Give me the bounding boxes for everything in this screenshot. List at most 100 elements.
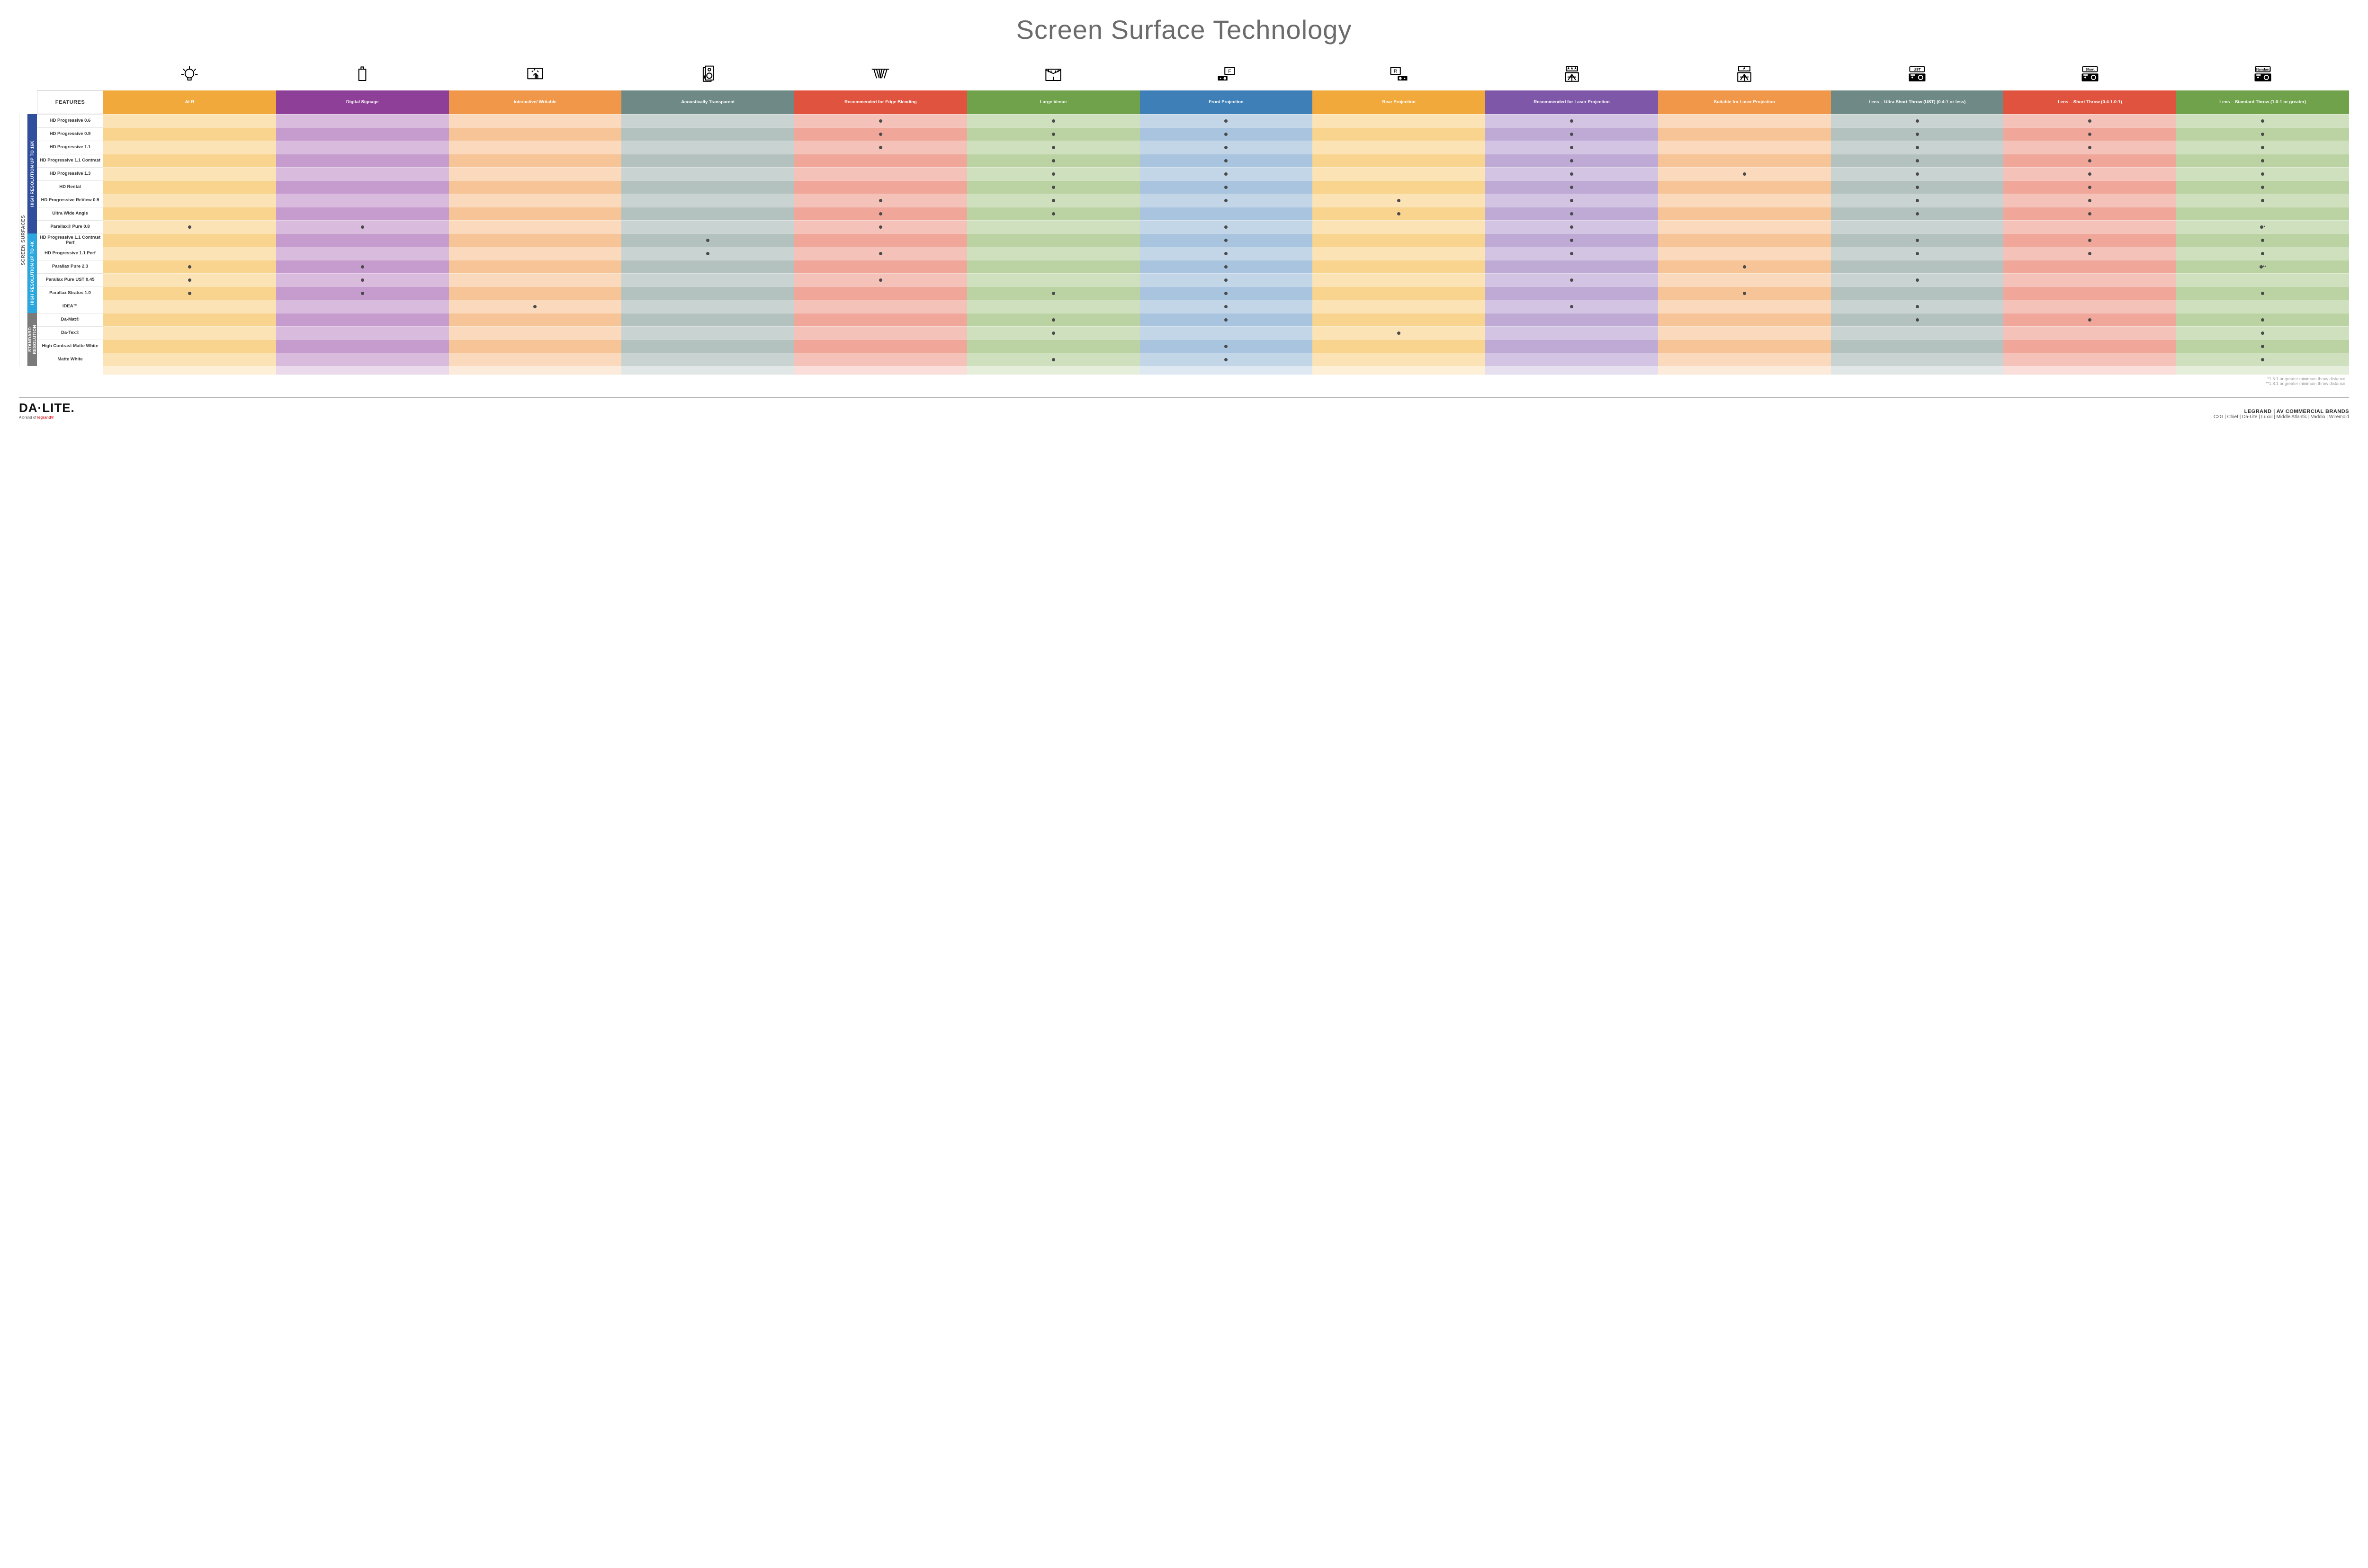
cell-signage — [276, 260, 449, 273]
cell-ust — [1831, 353, 2004, 366]
cell-short — [2003, 220, 2176, 233]
cell-edge — [794, 127, 967, 141]
col-header-short: Lens – Short Throw (0.4-1.0:1) — [2003, 90, 2176, 114]
svg-text:Short: Short — [2085, 67, 2095, 72]
cell-alr — [103, 114, 276, 127]
cell-suitlaser — [1658, 207, 1831, 220]
cell-alr — [103, 167, 276, 180]
cell-reclaser — [1485, 114, 1658, 127]
row-label: Parallax Stratos 1.0 — [37, 287, 103, 300]
cell-front — [1140, 273, 1313, 287]
brand-logo: DA·LITE. — [19, 401, 75, 415]
cell-suitlaser — [1658, 141, 1831, 154]
col-icon-edge — [794, 59, 967, 90]
cell-interactive — [449, 167, 622, 180]
cell-std — [2176, 287, 2349, 300]
cell-interactive — [449, 340, 622, 353]
cell-suitlaser — [1658, 220, 1831, 233]
col-header-large: Large Venue — [967, 90, 1140, 114]
cell-rear — [1312, 127, 1485, 141]
cell-reclaser — [1485, 340, 1658, 353]
cell-ust — [1831, 167, 2004, 180]
cell-ust — [1831, 207, 2004, 220]
cell-signage — [276, 313, 449, 326]
row-label: Ultra Wide Angle — [37, 207, 103, 220]
cell-signage — [276, 194, 449, 207]
cell-reclaser — [1485, 260, 1658, 273]
cell-signage — [276, 220, 449, 233]
row-label: HD Progressive 0.6 — [37, 114, 103, 127]
cell-rear — [1312, 260, 1485, 273]
cell-edge — [794, 167, 967, 180]
cell-front — [1140, 260, 1313, 273]
cell-reclaser — [1485, 167, 1658, 180]
cell-edge — [794, 154, 967, 167]
row-label: HD Progressive ReView 0.9 — [37, 194, 103, 207]
cell-rear — [1312, 233, 1485, 247]
col-icon-interactive — [449, 59, 622, 90]
cell-std — [2176, 194, 2349, 207]
cell-suitlaser — [1658, 300, 1831, 313]
cell-short — [2003, 287, 2176, 300]
cell-reclaser — [1485, 353, 1658, 366]
cell-suitlaser — [1658, 247, 1831, 260]
cell-suitlaser — [1658, 180, 1831, 194]
cell-suitlaser — [1658, 340, 1831, 353]
row-label: HD Progressive 1.1 Contrast Perf — [37, 233, 103, 247]
cell-acoustic — [621, 154, 794, 167]
cell-front — [1140, 141, 1313, 154]
cell-acoustic — [621, 300, 794, 313]
cell-acoustic — [621, 313, 794, 326]
cell-front — [1140, 247, 1313, 260]
cell-front — [1140, 114, 1313, 127]
cell-std — [2176, 340, 2349, 353]
cell-front — [1140, 207, 1313, 220]
cell-interactive — [449, 114, 622, 127]
cell-reclaser — [1485, 273, 1658, 287]
cell-std — [2176, 127, 2349, 141]
cell-signage — [276, 326, 449, 340]
cell-rear — [1312, 220, 1485, 233]
cell-signage — [276, 273, 449, 287]
cell-rear — [1312, 167, 1485, 180]
cell-signage — [276, 167, 449, 180]
cell-large — [967, 273, 1140, 287]
cell-alr — [103, 313, 276, 326]
cell-interactive — [449, 300, 622, 313]
cell-acoustic — [621, 273, 794, 287]
cell-edge — [794, 340, 967, 353]
cell-signage — [276, 154, 449, 167]
cell-front — [1140, 287, 1313, 300]
svg-text:★★★: ★★★ — [1566, 66, 1577, 71]
cell-large — [967, 207, 1140, 220]
cell-alr — [103, 300, 276, 313]
cell-large — [967, 300, 1140, 313]
cell-short — [2003, 207, 2176, 220]
cell-interactive — [449, 127, 622, 141]
cell-reclaser — [1485, 141, 1658, 154]
cell-reclaser — [1485, 127, 1658, 141]
cell-edge — [794, 247, 967, 260]
cell-short — [2003, 340, 2176, 353]
col-header-signage: Digital Signage — [276, 90, 449, 114]
cell-rear — [1312, 340, 1485, 353]
feature-grid: FR★★★★USTShortStandardFEATURESALRDigital… — [37, 59, 2349, 375]
cell-edge — [794, 207, 967, 220]
cell-std: * — [2176, 220, 2349, 233]
col-icon-std: Standard — [2176, 59, 2349, 90]
cell-reclaser — [1485, 154, 1658, 167]
col-icon-large — [967, 59, 1140, 90]
cell-interactive — [449, 273, 622, 287]
footnotes: *1.5:1 or greater minimum throw distance… — [19, 375, 2349, 386]
cell-short — [2003, 154, 2176, 167]
cell-edge — [794, 180, 967, 194]
col-header-interactive: Interactive/ Writable — [449, 90, 622, 114]
col-header-reclaser: Recommended for Laser Projection — [1485, 90, 1658, 114]
cell-rear — [1312, 273, 1485, 287]
cell-std — [2176, 313, 2349, 326]
cell-large — [967, 260, 1140, 273]
cell-rear — [1312, 141, 1485, 154]
row-label: HD Progressive 1.1 Contrast — [37, 154, 103, 167]
cell-rear — [1312, 247, 1485, 260]
cell-alr — [103, 340, 276, 353]
